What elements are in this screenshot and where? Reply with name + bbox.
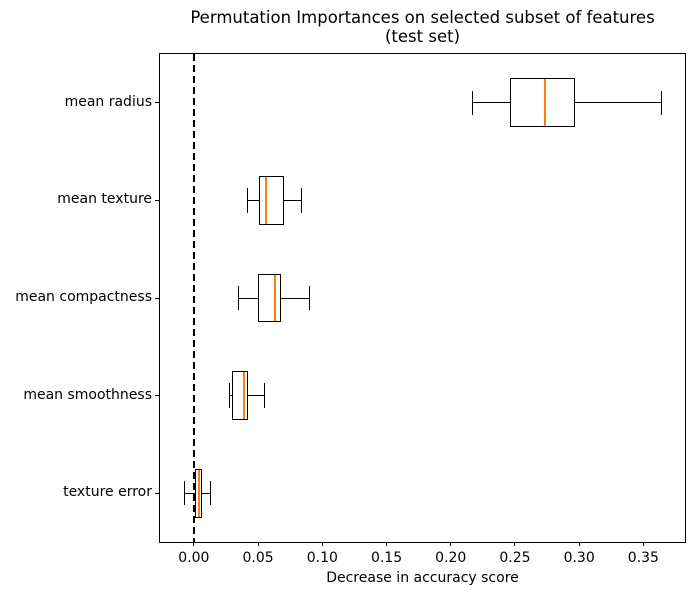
chart-title: Permutation Importances on selected subs… <box>159 8 686 46</box>
median-line <box>242 372 245 419</box>
whisker-low-line <box>247 199 260 201</box>
x-tick-mark <box>193 542 195 546</box>
y-tick-label: mean texture <box>57 191 152 208</box>
whisker-high-line <box>281 297 310 299</box>
chart-title-line-2: (test set) <box>384 26 461 46</box>
x-tick-label: 0.25 <box>499 550 531 566</box>
x-tick-mark <box>386 542 388 546</box>
whisker-cap-low <box>184 481 186 506</box>
x-tick-mark <box>450 542 452 546</box>
x-tick-label: 0.30 <box>563 550 595 566</box>
box-rect <box>258 273 282 323</box>
whisker-high-line <box>283 199 302 201</box>
y-tick-label: mean smoothness <box>23 386 152 403</box>
y-tick-mark <box>155 199 159 201</box>
whisker-cap-low <box>229 383 231 408</box>
y-tick-mark <box>155 492 159 494</box>
whisker-low-line <box>472 102 510 104</box>
box-rect <box>259 176 284 225</box>
whisker-cap-low <box>247 188 249 213</box>
median-line <box>264 177 267 224</box>
plot-area: Decrease in accuracy score 0.00 0.05 0.10 0… <box>15 53 686 586</box>
x-tick-label: 0.00 <box>178 550 210 566</box>
whisker-cap-high <box>210 481 212 506</box>
whisker-low-line <box>229 395 233 397</box>
y-tick-label: mean compactness <box>15 289 152 305</box>
x-tick-label: 0.10 <box>306 550 338 566</box>
y-tick-mark <box>155 395 159 397</box>
whisker-high-line <box>202 492 211 494</box>
whisker-cap-low <box>472 90 474 115</box>
whisker-cap-high <box>264 383 266 408</box>
whisker-cap-high <box>301 188 303 213</box>
whisker-high-line <box>575 102 662 104</box>
median-line <box>543 79 546 127</box>
x-tick-label: 0.15 <box>370 550 403 566</box>
whisker-low-line <box>238 297 259 299</box>
x-tick-label: 0.20 <box>435 550 467 566</box>
y-tick-label: mean radius <box>64 93 152 110</box>
x-tick-label: 0.35 <box>627 550 659 566</box>
x-tick-mark <box>578 542 580 546</box>
x-tick-mark <box>514 542 516 546</box>
x-tick-mark <box>642 542 644 546</box>
box-rect <box>195 468 203 518</box>
x-axis-label: Decrease in accuracy score <box>326 570 519 586</box>
median-line <box>198 469 201 517</box>
y-tick-mark <box>155 297 159 299</box>
x-tick-label: 0.05 <box>242 550 274 566</box>
x-tick-mark <box>321 542 323 546</box>
box-rect <box>509 78 576 128</box>
y-tick-mark <box>155 102 159 104</box>
whisker-low-line <box>184 492 196 494</box>
whisker-cap-high <box>308 285 310 311</box>
chart-title-line-1: Permutation Importances on selected subs… <box>190 8 655 27</box>
y-tick-label: texture error <box>63 484 152 501</box>
whisker-cap-low <box>238 285 240 311</box>
zero-reference-line <box>192 54 195 542</box>
median-line <box>273 274 276 322</box>
x-tick-mark <box>257 542 259 546</box>
whisker-cap-high <box>660 90 662 115</box>
box-rect <box>232 371 248 420</box>
whisker-high-line <box>247 395 265 397</box>
